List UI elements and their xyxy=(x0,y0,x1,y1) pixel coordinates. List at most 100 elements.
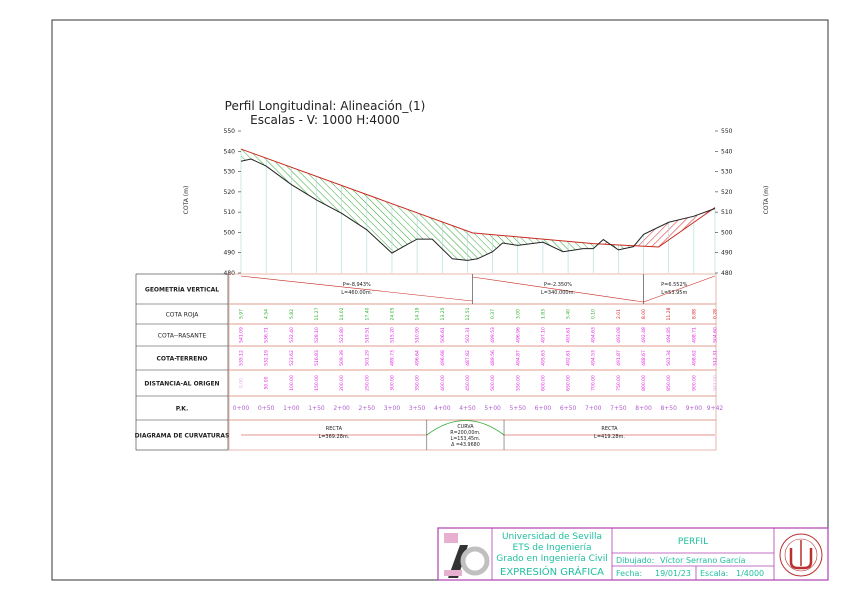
vertical-geometry-length: L=53.95m xyxy=(661,290,687,296)
cota-terreno-value: 516.83 xyxy=(314,350,320,366)
title-block: Universidad de Sevilla ETS de Ingeniería… xyxy=(437,527,829,581)
tick-label-left: 510 xyxy=(224,209,236,216)
band-row-label: COTA-TERRENO xyxy=(156,356,207,363)
pk-label: 0+00 xyxy=(233,405,250,412)
cota-roja-value: 4.54 xyxy=(264,309,270,319)
pk-label: 6+50 xyxy=(560,405,577,412)
cota-terreno-value: 532.19 xyxy=(264,350,270,366)
distancia-value: 600.00 xyxy=(540,375,546,391)
pk-label: 1+00 xyxy=(283,405,300,412)
scale-value: 1/4000 xyxy=(736,569,764,578)
pk-label: 7+50 xyxy=(610,405,627,412)
cota-roja-value: 17.40 xyxy=(364,307,370,320)
cota-roja-value: 13.25 xyxy=(440,307,446,320)
band-row-frame xyxy=(228,419,717,451)
vertical-geometry-slope: P=6.552% xyxy=(661,282,688,288)
cota-roja-value: 14.02 xyxy=(339,307,345,320)
cota-terreno-value: 498.62 xyxy=(691,350,697,366)
profile-scales: Escalas - V: 1000 H:4000 xyxy=(250,113,400,127)
university-name: Universidad de Sevilla xyxy=(502,532,602,542)
pk-label: 5+00 xyxy=(484,405,501,412)
tick-label-right: 490 xyxy=(721,250,733,257)
degree-name: Grado en Ingeniería Civil xyxy=(496,554,607,564)
tick-label-left: 520 xyxy=(224,189,236,196)
cota-terreno-value: 523.62 xyxy=(289,350,295,366)
band-row-label: COTA ROJA xyxy=(166,312,200,319)
distancia-value: 100.00 xyxy=(289,375,295,391)
pk-label: 2+50 xyxy=(359,405,376,412)
cota-roja-value: 24.05 xyxy=(389,307,395,320)
cota-roja-value: 5.97 xyxy=(239,309,245,319)
curve-arc xyxy=(426,420,505,436)
curvature-type: RECTA xyxy=(326,426,343,432)
pk-label: 4+50 xyxy=(459,405,476,412)
distancia-value: 800.00 xyxy=(641,375,647,391)
cota-rasante-value: 504.60 xyxy=(713,327,719,343)
tick-label-right: 530 xyxy=(721,169,733,176)
fill-area-green xyxy=(241,149,715,261)
pk-label: 7+00 xyxy=(585,405,602,412)
vertical-geometry-slope: P=-2.350% xyxy=(544,282,572,288)
cota-rasante-value: 506.61 xyxy=(440,327,446,343)
drawn-by-label: Dibujado: xyxy=(616,556,654,565)
cota-rasante-value: 536.71 xyxy=(264,327,270,343)
tick-label-right: 550 xyxy=(721,128,733,135)
cota-rasante-value: 502.31 xyxy=(465,327,471,343)
cota-rasante-value: 515.20 xyxy=(389,327,395,343)
cota-rasante-value: 492.48 xyxy=(641,327,647,343)
curvature-length: L=419.28m. xyxy=(594,434,625,440)
pk-label: 9+42 xyxy=(707,405,724,412)
sheet-frame xyxy=(51,19,829,581)
cota-rasante-value: 510.90 xyxy=(415,327,421,343)
cota-rasante-value: 519.51 xyxy=(364,327,370,343)
distancia-value: 50.00 xyxy=(264,376,270,389)
cota-roja-value: 11.27 xyxy=(314,307,320,320)
band-row-label: COTA--RASANTE xyxy=(158,333,207,340)
pk-label: 0+50 xyxy=(258,405,275,412)
distancia-value: 150.00 xyxy=(314,375,320,391)
distancia-value: 450.00 xyxy=(465,375,471,391)
distancia-value: 942.00 xyxy=(713,375,719,391)
cota-terreno-value: 501.34 xyxy=(666,350,672,366)
cota-roja-value: 8.88 xyxy=(691,309,697,319)
band-row-label: P.K. xyxy=(176,406,189,413)
pk-label: 1+50 xyxy=(308,405,325,412)
drawn-by-value: Víctor Serrano García xyxy=(660,556,746,565)
tick-label-left: 550 xyxy=(224,128,236,135)
vertical-geometry-length: L=340.000m. xyxy=(541,290,576,296)
distancia-value: 500.00 xyxy=(490,375,496,391)
cota-terreno-value: 489.73 xyxy=(389,350,395,366)
pk-label: 5+50 xyxy=(510,405,527,412)
school-name: ETS de Ingeniería xyxy=(513,543,592,553)
cota-rasante-value: 493.08 xyxy=(616,327,622,343)
cota-terreno-value: 501.29 xyxy=(364,350,370,366)
cota-terreno-value: 492.61 xyxy=(566,350,572,366)
cota-terreno-value: 487.82 xyxy=(465,350,471,366)
cota-roja-value: 3.00 xyxy=(515,309,521,319)
rasante-line xyxy=(240,148,716,248)
profile-plot xyxy=(240,148,716,273)
distancia-value: 0.00 xyxy=(239,378,245,388)
cota-rasante-value: 496.96 xyxy=(515,327,521,343)
cota-roja-value: 1.83 xyxy=(540,309,546,319)
cota-terreno-value: 496.68 xyxy=(440,350,446,366)
cota-roja-value: 0.37 xyxy=(490,309,496,319)
cota-rasante-value: 532.40 xyxy=(289,327,295,343)
pk-label: 9+00 xyxy=(686,405,703,412)
tick-label-right: 510 xyxy=(721,209,733,216)
cota-terreno-value: 512.31 xyxy=(713,350,719,366)
curvature-type: RECTA xyxy=(601,426,618,432)
cota-roja-value: 14.19 xyxy=(415,307,421,320)
subject-name: EXPRESIÓN GRÁFICA xyxy=(500,565,604,578)
vertical-geometry-slope: P=-8,943% xyxy=(343,282,371,288)
date-value: 19/01/23 xyxy=(655,569,691,578)
cota-roja-value: 5.82 xyxy=(289,309,295,319)
cota-roja-value: 5.40 xyxy=(566,309,572,319)
cota-terreno-value: 489.56 xyxy=(490,350,496,366)
tick-label-right: 480 xyxy=(721,270,733,277)
curve-angle: Δ =43.9680 xyxy=(451,442,480,448)
distancia-value: 400.00 xyxy=(440,375,446,391)
cota-terreno-value: 496.64 xyxy=(415,350,421,366)
tick-label-left: 500 xyxy=(224,229,236,236)
